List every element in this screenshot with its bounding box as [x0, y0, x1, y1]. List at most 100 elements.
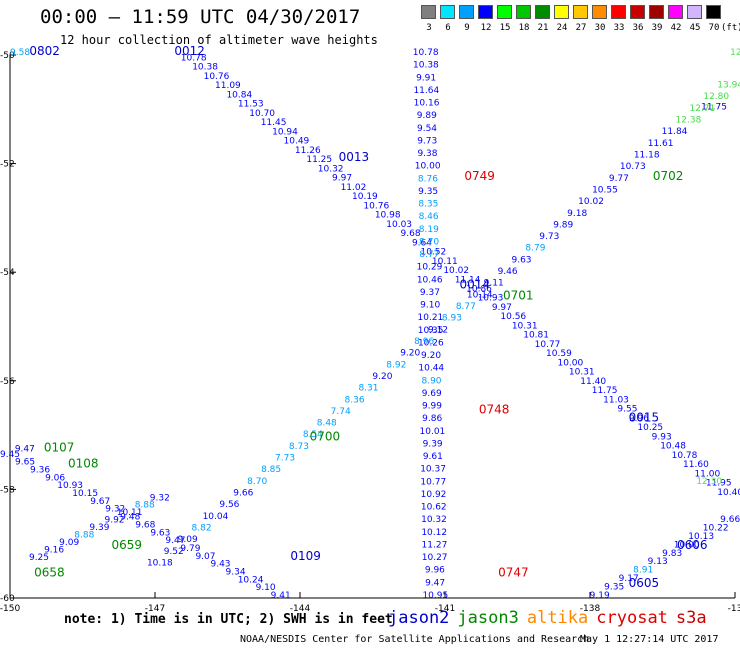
pass-time-label: 0700	[310, 430, 341, 444]
swh-value: 12.38	[676, 116, 702, 126]
standalone-label: 9.47	[15, 444, 35, 454]
pass-time-label: 0702	[653, 169, 684, 183]
swh-value: 8.36	[345, 395, 365, 405]
swh-value: 10.22	[703, 523, 729, 533]
swh-value: 10.25	[637, 423, 663, 433]
swh-value: 7.73	[275, 454, 295, 464]
lat-tick-label: -54	[0, 268, 15, 278]
swh-value: 9.99	[422, 402, 442, 412]
pass-time-label: 0747	[498, 565, 529, 579]
swh-value: 9.20	[400, 349, 420, 359]
swh-value: 9.97	[492, 303, 512, 313]
standalone-label: 12	[730, 48, 740, 58]
swh-value: 9.19	[590, 591, 610, 601]
swh-value: 9.68	[135, 520, 155, 530]
swh-value: 9.55	[617, 405, 637, 415]
swh-value: 10.00	[415, 162, 441, 172]
swh-value: 12.71	[689, 104, 715, 114]
swh-value: 9.52	[164, 547, 184, 557]
legend-swatch	[516, 5, 531, 19]
legend-label: 15	[499, 23, 511, 33]
swh-value: 10.02	[578, 197, 604, 207]
swh-value: 9.43	[210, 560, 230, 570]
swh-value: 10.92	[421, 490, 447, 500]
swh-value: 11.64	[413, 86, 439, 96]
swh-value: 10.37	[420, 465, 446, 475]
swh-value: 9.89	[553, 220, 573, 230]
swh-value: 11.00	[694, 469, 720, 479]
swh-value: 7.74	[331, 407, 351, 417]
swh-value: 12.80	[703, 92, 729, 102]
swh-value: 9.89	[417, 111, 437, 121]
swh-value: 8.88	[74, 531, 94, 541]
lat-tick-label: -60	[0, 594, 15, 604]
pass-time-label: 0015	[629, 411, 660, 425]
swh-value: 10.01	[420, 427, 446, 437]
swh-value: 10.31	[569, 368, 595, 378]
legend-unit: (ft)	[721, 23, 740, 33]
swh-value: 9.96	[425, 566, 445, 576]
swh-value: 8.92	[386, 360, 406, 370]
legend-label: 18	[518, 23, 530, 33]
swh-value: 9.69	[422, 389, 442, 399]
map-title: 00:00 – 11:59 UTC 04/30/2017	[40, 6, 361, 28]
swh-value: 9.37	[420, 288, 440, 298]
legend-swatch	[706, 5, 721, 19]
swh-value: 10.52	[420, 248, 446, 258]
swh-value: 10.31	[512, 321, 538, 331]
swh-value: 9.66	[720, 515, 740, 525]
swh-value: 9.73	[539, 232, 559, 242]
swh-value: 11.03	[603, 395, 629, 405]
swh-value: 10.78	[181, 53, 207, 63]
pass-time-label: 0606	[677, 538, 708, 552]
swh-value: 9.20	[372, 372, 392, 382]
legend-label: 24	[556, 23, 568, 33]
legend-swatch	[668, 5, 683, 19]
pass-time-label: 0659	[112, 538, 143, 552]
satellite-legend: jason2 jason3 altika cryosat s3a	[388, 608, 715, 628]
swh-value: 10.26	[418, 338, 444, 348]
satellite-name: altika	[526, 608, 589, 628]
lat-tick-label: -58	[0, 485, 15, 495]
swh-value: 9.45	[0, 450, 20, 460]
swh-value: 11.61	[648, 139, 674, 149]
swh-value: 9.35	[604, 583, 624, 593]
swh-value: 8.54	[303, 430, 323, 440]
swh-value: 8.70	[247, 477, 267, 487]
legend-label: 6	[445, 23, 451, 33]
swh-value: 11.75	[592, 386, 618, 396]
swh-value: 8.35	[418, 200, 438, 210]
swh-value: 10.95	[422, 591, 448, 601]
swh-value: 11.09	[215, 81, 241, 91]
swh-value: 10.76	[204, 72, 230, 82]
swh-value: 8.19	[419, 225, 439, 235]
swh-value: 13.94	[717, 81, 740, 91]
pass-time-label: 0658	[34, 565, 65, 579]
swh-value: 9.92	[104, 516, 124, 526]
swh-value: 11.02	[341, 183, 367, 193]
swh-value: 9.12	[428, 325, 448, 335]
swh-value: 9.66	[233, 488, 253, 498]
satellite-name: jason2	[388, 608, 450, 628]
legend-swatch	[611, 5, 626, 19]
swh-value: 11.25	[306, 155, 332, 165]
swh-value: 9.20	[421, 351, 441, 361]
swh-value: 10.14	[467, 290, 493, 300]
swh-value: 9.64	[412, 238, 432, 248]
swh-value: 10.21	[418, 313, 444, 323]
lon-tick-label: -141	[435, 604, 455, 614]
swh-value: 10.24	[238, 575, 264, 585]
legend-label: 30	[594, 23, 606, 33]
swh-value: 9.77	[609, 174, 629, 184]
swh-value: 8.96	[414, 337, 434, 347]
swh-value: 9.18	[567, 209, 587, 219]
swh-value: 9.83	[662, 549, 682, 559]
swh-value: 9.09	[178, 535, 198, 545]
swh-value: 10.59	[546, 349, 572, 359]
swh-value: 10.32	[421, 515, 447, 525]
swh-value: 10.00	[674, 540, 700, 550]
lat-tick-label: -50	[0, 51, 15, 61]
lon-tick-label: -138	[580, 604, 601, 614]
